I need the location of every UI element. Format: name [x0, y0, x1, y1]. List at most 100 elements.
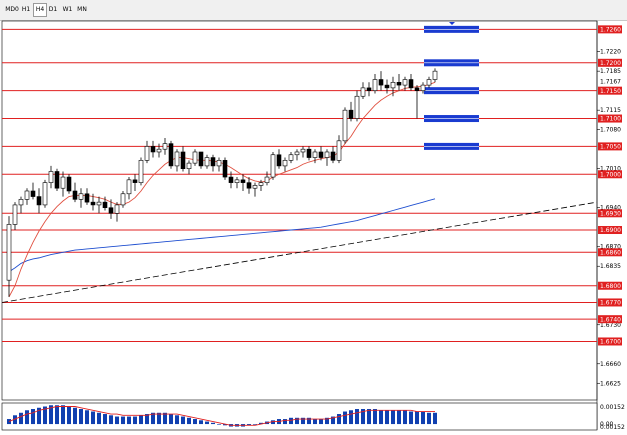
macd-histogram-bar: [109, 415, 113, 425]
bear-candle: [180, 151, 186, 169]
bull-candle: [354, 95, 360, 119]
price-tick-label: 1.6730: [600, 322, 621, 329]
macd-histogram-bar: [37, 407, 41, 425]
bear-candle: [168, 143, 174, 167]
macd-histogram-bar: [133, 416, 137, 425]
macd-histogram-bar: [391, 410, 395, 425]
timeframe-d1-button[interactable]: D1: [48, 6, 58, 13]
macd-histogram-bar: [193, 419, 197, 425]
level-label: 1.6700: [600, 339, 621, 346]
macd-histogram-bar: [397, 410, 401, 425]
bear-candle: [318, 151, 324, 158]
macd-histogram-bar: [385, 410, 389, 425]
level-label-box: [598, 298, 622, 307]
macd-histogram-bar: [79, 409, 83, 425]
bull-candle: [96, 201, 102, 206]
bull-candle: [60, 176, 66, 189]
bear-candle: [72, 190, 78, 200]
level-label-box: [598, 58, 622, 67]
current-price-label: 1.7167: [600, 78, 621, 85]
macd-histogram-bar: [379, 410, 383, 425]
macd-histogram-bar: [97, 412, 101, 425]
macd-histogram-bar: [409, 411, 413, 425]
macd-histogram-bar: [73, 407, 77, 425]
level-label: 1.7260: [600, 27, 621, 34]
price-axis: 1.7220 1.7185 1.7115 1.7080 1.7010 1.6940 1.68…: [597, 49, 622, 387]
macd-histogram-bar: [67, 406, 71, 425]
macd-histogram-bar: [217, 424, 221, 425]
bull-candle: [174, 151, 180, 167]
timeframe-mn-button[interactable]: MN: [77, 6, 87, 13]
timeframe-w1-button[interactable]: W1: [62, 6, 73, 13]
macd-histogram-bar: [13, 415, 17, 425]
macd-histogram-bar: [325, 417, 329, 425]
macd-histogram-bar: [433, 412, 437, 425]
timeframe-h4-button[interactable]: H4: [33, 3, 47, 17]
bull-candle: [264, 176, 270, 183]
bull-candle: [252, 185, 258, 189]
macd-histogram-bar: [349, 410, 353, 425]
level-label: 1.6770: [600, 300, 621, 307]
macd-histogram-bar: [91, 411, 95, 425]
bull-candle: [312, 151, 318, 158]
bear-candle: [378, 79, 384, 86]
macd-histogram-bar: [115, 416, 119, 425]
bull-candle: [78, 193, 84, 200]
bear-candle: [366, 87, 372, 91]
bull-candle: [162, 143, 168, 150]
level-label-box: [598, 86, 622, 95]
bull-candle: [156, 148, 162, 153]
price-tick-label: 1.7080: [600, 127, 621, 134]
macd-histogram-bar: [337, 414, 341, 425]
bull-candle: [300, 148, 306, 153]
price-tick-label: 1.7115: [600, 107, 621, 114]
bull-candle: [270, 154, 276, 178]
level-labels: 1.7260 1.7200 1.7150 1.7100 1.7050 1.7000 1.69…: [598, 25, 622, 346]
timeframe-h1-button[interactable]: H1: [21, 6, 31, 13]
bull-candle: [126, 179, 132, 195]
bull-candle: [372, 79, 378, 91]
macd-histogram-bar: [7, 419, 11, 425]
bear-candle: [198, 151, 204, 167]
macd-histogram-bar: [103, 414, 107, 425]
macd-histogram-bar: [313, 419, 317, 425]
macd-histogram-bar: [259, 422, 263, 425]
macd-histogram-bar: [43, 406, 47, 425]
zone-marker-icon: [449, 22, 455, 25]
macd-histogram-bar: [289, 417, 293, 425]
plot-area: [1, 20, 598, 431]
blue-zones: [424, 22, 479, 150]
current-price-box: [598, 77, 622, 86]
price-tick-label: 1.6625: [600, 380, 621, 387]
bear-candle: [150, 146, 156, 153]
timeframe-toolbar: MD0 H1 H4 D1 W1 MN: [0, 0, 627, 21]
bear-candle: [240, 179, 246, 183]
macd-histogram-bar: [301, 417, 305, 425]
bull-candle: [144, 146, 150, 161]
level-label: 1.7100: [600, 116, 621, 123]
macd-histogram-bar: [415, 411, 419, 425]
macd-histogram-bar: [427, 412, 431, 425]
bull-candle: [426, 79, 432, 86]
plot-frame: [1, 20, 598, 401]
level-label: 1.7000: [600, 171, 621, 178]
macd-axis-label: 0.00: [600, 421, 614, 428]
macd-histogram-bar: [85, 410, 89, 425]
bull-candle: [48, 171, 54, 183]
bull-candle: [288, 154, 294, 161]
candles: [6, 68, 438, 297]
price-tick-label: 1.6940: [600, 205, 621, 212]
macd-histogram-bar: [403, 410, 407, 425]
bull-candle: [120, 193, 126, 206]
trendline-group: [1, 201, 598, 303]
timeframe-md0-button[interactable]: MD0: [5, 6, 19, 13]
bear-candle: [306, 148, 312, 158]
bear-candle: [102, 201, 108, 209]
level-label-box: [598, 114, 622, 123]
macd-histogram-bar: [163, 412, 167, 425]
level-label: 1.6900: [600, 227, 621, 234]
macd-histogram-bar: [271, 420, 275, 425]
price-tick-label: 1.6660: [600, 361, 621, 368]
